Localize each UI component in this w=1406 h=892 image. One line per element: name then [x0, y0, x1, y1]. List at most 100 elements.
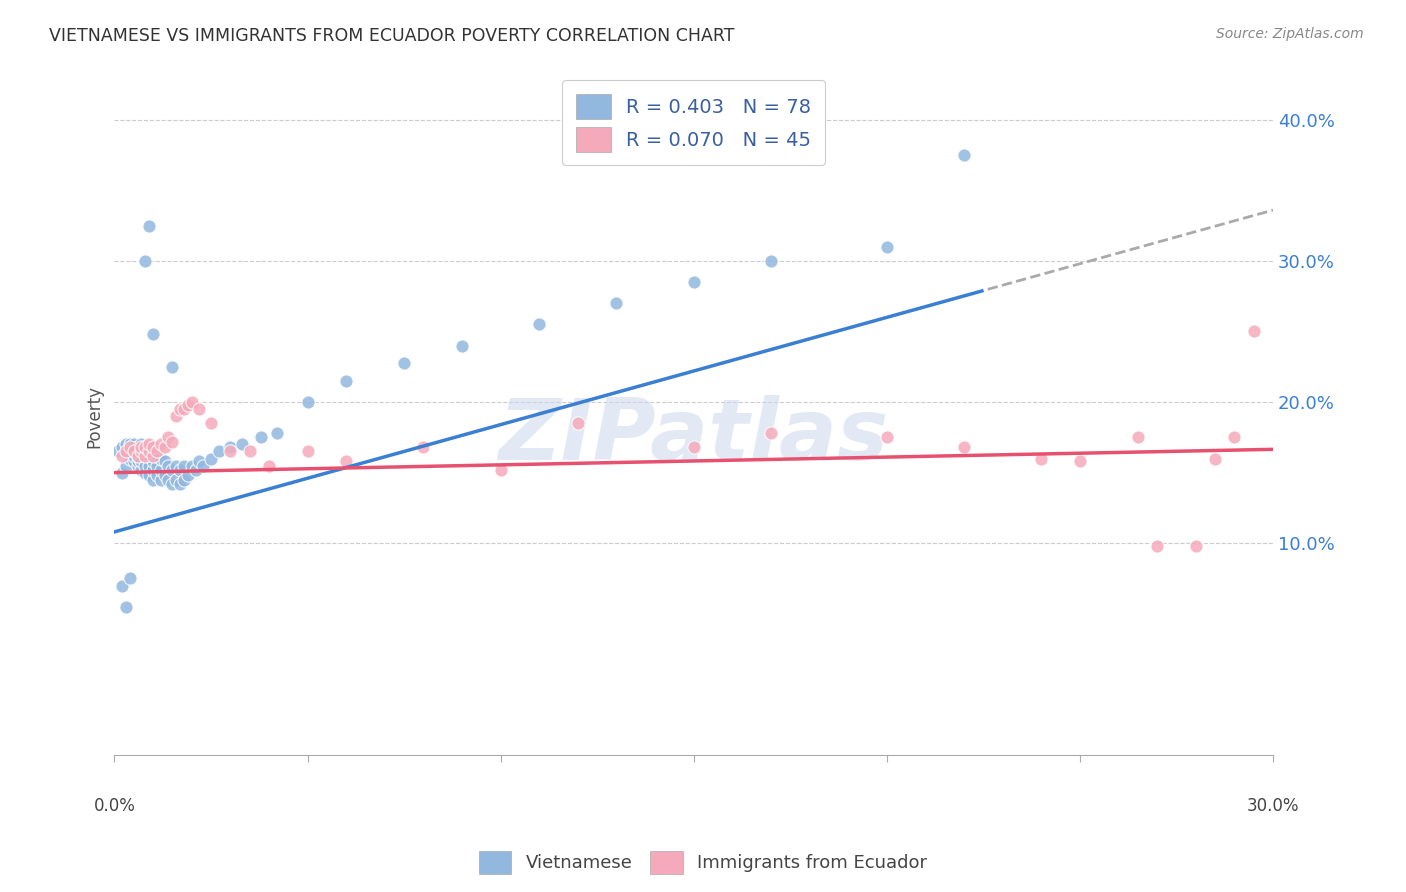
- Point: [115, 447, 138, 461]
- Point: [122, 444, 145, 458]
- Point: [1031, 451, 1053, 466]
- Point: [180, 458, 202, 473]
- Point: [759, 254, 782, 268]
- Point: [682, 440, 704, 454]
- Point: [157, 473, 180, 487]
- Point: [1204, 451, 1226, 466]
- Point: [529, 318, 551, 332]
- Point: [193, 458, 215, 473]
- Point: [239, 444, 262, 458]
- Point: [146, 468, 169, 483]
- Point: [173, 473, 195, 487]
- Point: [131, 454, 153, 468]
- Point: [138, 449, 160, 463]
- Point: [335, 454, 357, 468]
- Point: [876, 430, 898, 444]
- Point: [118, 572, 141, 586]
- Y-axis label: Poverty: Poverty: [86, 384, 103, 448]
- Point: [200, 416, 222, 430]
- Legend: Vietnamese, Immigrants from Ecuador: Vietnamese, Immigrants from Ecuador: [470, 842, 936, 883]
- Text: 30.0%: 30.0%: [1247, 797, 1299, 814]
- Point: [142, 454, 165, 468]
- Point: [759, 426, 782, 441]
- Point: [162, 477, 184, 491]
- Point: [188, 454, 211, 468]
- Point: [142, 440, 165, 454]
- Point: [127, 454, 149, 468]
- Point: [118, 451, 141, 466]
- Point: [131, 463, 153, 477]
- Point: [138, 444, 160, 458]
- Point: [219, 444, 242, 458]
- Point: [231, 437, 253, 451]
- Point: [165, 458, 187, 473]
- Point: [138, 437, 160, 451]
- Point: [165, 473, 187, 487]
- Point: [111, 578, 134, 592]
- Point: [157, 458, 180, 473]
- Point: [138, 468, 160, 483]
- Point: [257, 458, 280, 473]
- Text: 0.0%: 0.0%: [93, 797, 135, 814]
- Point: [146, 444, 169, 458]
- Point: [200, 451, 222, 466]
- Point: [250, 430, 273, 444]
- Point: [138, 219, 160, 233]
- Point: [162, 434, 184, 449]
- Point: [115, 437, 138, 451]
- Point: [149, 437, 172, 451]
- Point: [131, 444, 153, 458]
- Point: [118, 437, 141, 451]
- Point: [876, 240, 898, 254]
- Point: [122, 444, 145, 458]
- Point: [134, 449, 156, 463]
- Point: [180, 395, 202, 409]
- Point: [1243, 325, 1265, 339]
- Point: [162, 463, 184, 477]
- Point: [412, 440, 434, 454]
- Point: [451, 338, 474, 352]
- Point: [107, 444, 129, 458]
- Point: [127, 449, 149, 463]
- Point: [173, 458, 195, 473]
- Point: [127, 458, 149, 473]
- Point: [142, 463, 165, 477]
- Point: [953, 148, 976, 162]
- Point: [682, 275, 704, 289]
- Point: [111, 466, 134, 480]
- Point: [1146, 539, 1168, 553]
- Text: VIETNAMESE VS IMMIGRANTS FROM ECUADOR POVERTY CORRELATION CHART: VIETNAMESE VS IMMIGRANTS FROM ECUADOR PO…: [49, 27, 735, 45]
- Point: [134, 466, 156, 480]
- Point: [392, 355, 415, 369]
- Point: [149, 463, 172, 477]
- Point: [162, 359, 184, 374]
- Point: [1126, 430, 1149, 444]
- Point: [131, 437, 153, 451]
- Point: [131, 440, 153, 454]
- Point: [118, 440, 141, 454]
- Point: [173, 402, 195, 417]
- Point: [153, 440, 176, 454]
- Point: [111, 449, 134, 463]
- Point: [1184, 539, 1206, 553]
- Point: [115, 444, 138, 458]
- Point: [208, 444, 231, 458]
- Point: [153, 468, 176, 483]
- Text: Source: ZipAtlas.com: Source: ZipAtlas.com: [1216, 27, 1364, 41]
- Point: [142, 444, 165, 458]
- Point: [297, 444, 319, 458]
- Point: [169, 463, 191, 477]
- Point: [131, 444, 153, 458]
- Point: [335, 374, 357, 388]
- Point: [297, 395, 319, 409]
- Point: [169, 402, 191, 417]
- Point: [149, 451, 172, 466]
- Point: [157, 430, 180, 444]
- Point: [127, 440, 149, 454]
- Point: [122, 437, 145, 451]
- Point: [142, 449, 165, 463]
- Point: [489, 463, 512, 477]
- Point: [134, 440, 156, 454]
- Point: [266, 426, 288, 441]
- Point: [138, 458, 160, 473]
